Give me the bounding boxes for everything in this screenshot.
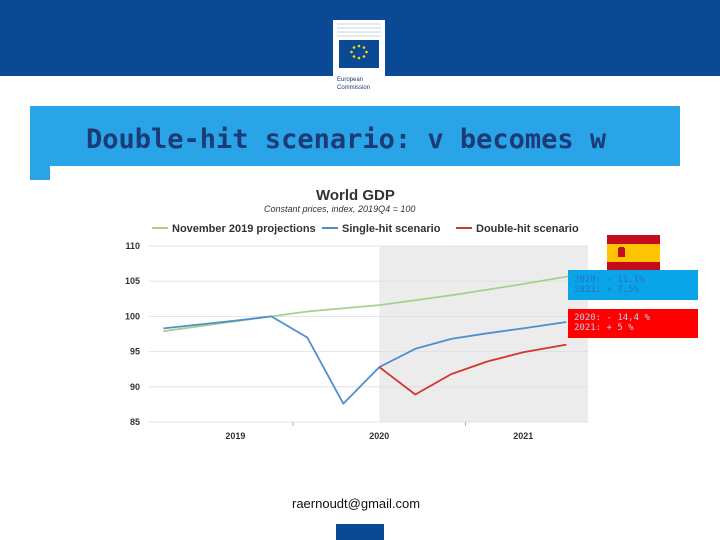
x-axis-ticks: 2019 2020 2021 <box>225 422 533 441</box>
double-hit-annotation-line-1: 2020: - 14,4 % <box>574 313 650 323</box>
x-tick-label: 2019 <box>225 431 245 441</box>
logo-line-2: Commission <box>337 85 371 91</box>
title-bar-edge <box>30 166 50 180</box>
title-bar <box>30 106 680 166</box>
spain-flag-icon <box>607 235 660 271</box>
double-hit-annotation <box>568 309 698 338</box>
gridlines <box>149 245 588 423</box>
logo-line-1: European <box>337 77 364 83</box>
chart-title: World GDP <box>316 187 395 204</box>
single-hit-annotation-line-1: 2020: - 11,1% <box>574 275 645 285</box>
y-axis-ticks: 85 90 95 100 105 110 <box>125 241 140 427</box>
double-hit-annotation-line-2: 2021: + 5 % <box>574 323 634 333</box>
single-hit-annotation-line-2: 2021: + 7,5% <box>574 285 640 295</box>
y-tick-label: 110 <box>125 241 140 251</box>
y-tick-label: 95 <box>130 347 140 357</box>
slide-title: Double-hit scenario: v becomes w <box>86 124 607 155</box>
y-tick-label: 85 <box>130 417 140 427</box>
logo-text: European Commission <box>337 76 370 92</box>
footer-tab <box>336 524 384 540</box>
y-tick-label: 100 <box>125 311 140 321</box>
x-tick-label: 2021 <box>513 431 533 441</box>
y-tick-label: 90 <box>130 382 140 392</box>
single-hit-annotation <box>568 270 698 300</box>
legend-label: November 2019 projections <box>172 223 316 235</box>
world-gdp-chart: 85 90 95 100 105 110 2019 2020 2021 World GDP C… <box>125 187 588 441</box>
y-tick-label: 105 <box>125 276 140 286</box>
chart-legend: November 2019 projections Single-hit scen… <box>152 223 579 235</box>
footer-email: raernoudt@gmail.com <box>292 496 421 511</box>
series-line <box>378 343 567 396</box>
european-commission-logo: European Commission <box>333 20 385 98</box>
x-tick-label: 2020 <box>369 431 389 441</box>
chart-subtitle: Constant prices, index, 2019Q4 = 100 <box>264 204 415 214</box>
legend-label: Double-hit scenario <box>476 223 579 235</box>
series-lines <box>163 273 581 405</box>
legend-label: Single-hit scenario <box>342 223 441 235</box>
